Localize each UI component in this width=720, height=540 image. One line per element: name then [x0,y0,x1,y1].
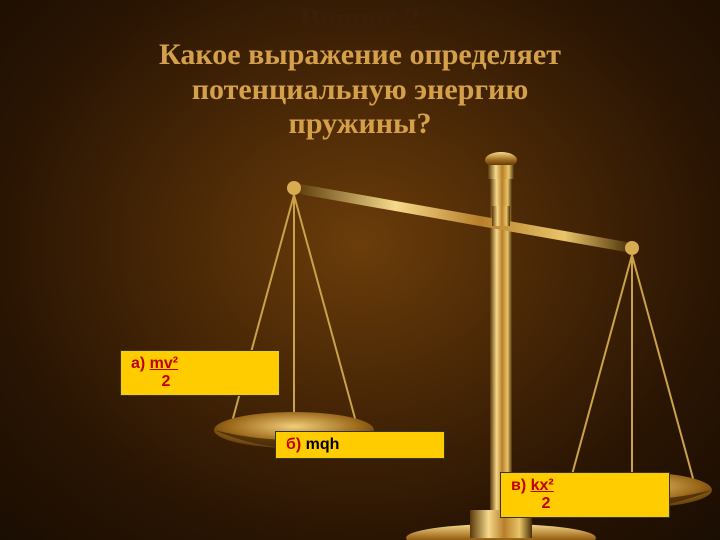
answer-a-letter: а) [131,355,150,372]
answer-c-numerator: kx² [531,477,554,494]
question-line-3: пружины? [289,107,432,140]
slide-container: Вопрос 2 Какое выражение определяет поте… [0,0,720,540]
left-chains [232,195,356,438]
answer-option-b[interactable]: б) mqh [275,431,445,459]
question-line-2: потенциальную энергию [192,73,529,106]
answer-b-text: mqh [306,436,340,453]
answer-c-letter: в) [511,477,531,494]
question-line-1: Какое выражение определяет [159,38,561,71]
title-block: Вопрос 2 Какое выражение определяет поте… [0,0,720,142]
answer-option-c[interactable]: в) kx² 2 [500,472,670,518]
question-text: Какое выражение определяет потенциальную… [0,38,720,142]
question-number: Вопрос 2 [0,2,720,36]
answer-option-a[interactable]: а) mv² 2 [120,350,280,396]
answer-b-letter: б) [286,436,306,453]
scale-collar [488,165,514,179]
answer-a-numerator: mv² [150,355,178,372]
right-chains [570,255,694,498]
scale-beam [287,181,639,255]
answer-a-denominator: 2 [149,373,183,391]
scale-cap [485,152,517,168]
answer-c-denominator: 2 [529,495,563,513]
